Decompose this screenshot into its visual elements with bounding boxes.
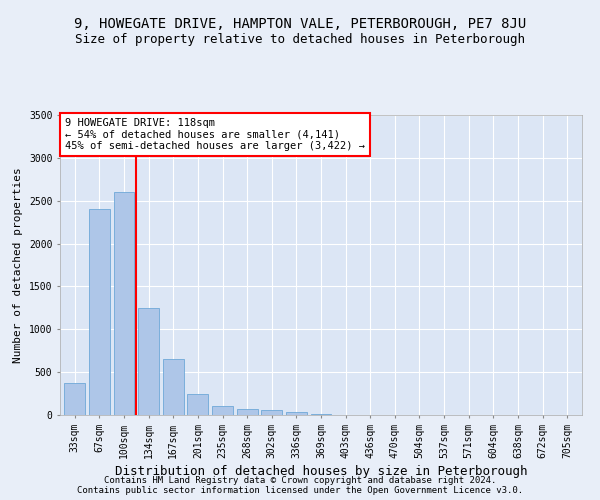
Bar	[236, 408, 257, 415]
Bar	[89, 210, 110, 415]
Bar	[138, 308, 159, 415]
Bar	[187, 394, 208, 415]
Text: 9 HOWEGATE DRIVE: 118sqm
← 54% of detached houses are smaller (4,141)
45% of sem: 9 HOWEGATE DRIVE: 118sqm ← 54% of detach…	[65, 118, 365, 151]
Text: Contains HM Land Registry data © Crown copyright and database right 2024.: Contains HM Land Registry data © Crown c…	[104, 476, 496, 485]
Y-axis label: Number of detached properties: Number of detached properties	[13, 167, 23, 363]
Bar	[286, 412, 307, 415]
Text: 9, HOWEGATE DRIVE, HAMPTON VALE, PETERBOROUGH, PE7 8JU: 9, HOWEGATE DRIVE, HAMPTON VALE, PETERBO…	[74, 18, 526, 32]
Bar	[113, 192, 134, 415]
Bar	[64, 383, 85, 415]
Text: Size of property relative to detached houses in Peterborough: Size of property relative to detached ho…	[75, 32, 525, 46]
Bar	[261, 410, 282, 415]
Bar	[212, 406, 233, 415]
Bar	[163, 360, 184, 415]
Bar	[311, 414, 331, 415]
X-axis label: Distribution of detached houses by size in Peterborough: Distribution of detached houses by size …	[115, 465, 527, 478]
Text: Contains public sector information licensed under the Open Government Licence v3: Contains public sector information licen…	[77, 486, 523, 495]
